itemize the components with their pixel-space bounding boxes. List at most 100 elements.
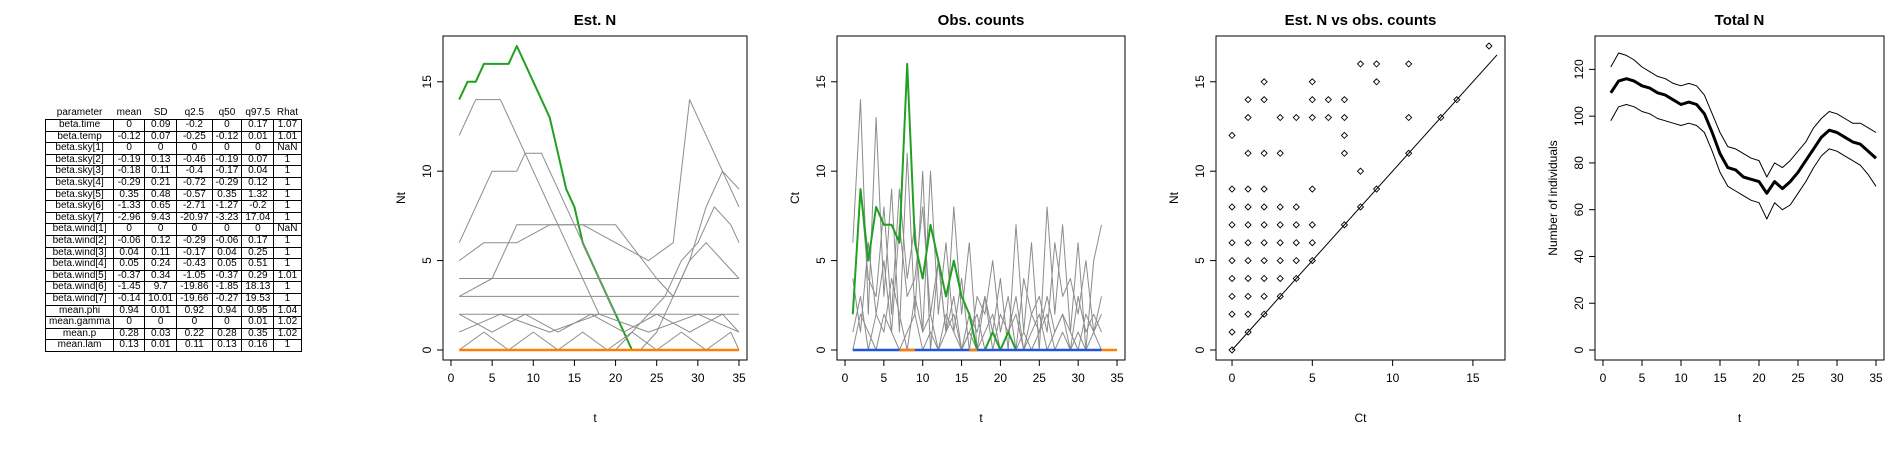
chart-title: Est. N	[574, 12, 617, 29]
table-cell: -0.2	[241, 200, 275, 213]
table-cell: 1	[273, 188, 302, 202]
chart-title: Obs. counts	[938, 12, 1025, 29]
series-line-5	[852, 313, 1102, 351]
scatter-point	[1292, 221, 1300, 229]
x-tick-label: 20	[609, 371, 623, 385]
scatter-point	[1308, 239, 1316, 247]
scatter-point	[1276, 274, 1284, 283]
scatter-point	[1244, 292, 1252, 300]
table-cell: 1.01	[273, 130, 302, 144]
x-tick-label: 35	[1869, 371, 1883, 385]
table-cell: 0.11	[176, 339, 213, 352]
y-axis-label: Ct	[788, 191, 802, 204]
table-cell: -0.4	[176, 165, 213, 178]
table-cell: 1	[273, 176, 302, 190]
y-tick-label: 5	[814, 257, 828, 264]
x-tick-label: 25	[1033, 371, 1047, 385]
scatter-point	[1244, 113, 1252, 122]
parameter-name-cell: beta.temp	[44, 130, 115, 144]
table-row: mean.phi 0.94 0.01 0.92 0.94 0.95 1.04	[44, 304, 302, 318]
scatter-point	[1260, 96, 1268, 104]
table-header-cell: q97.5	[245, 107, 271, 118]
scatter-point	[1244, 221, 1252, 229]
table-row: beta.sky[3] -0.18 0.11 -0.4 -0.17 0.04 1	[44, 165, 302, 178]
scatter-point	[1308, 96, 1316, 104]
x-tick-label: 25	[1791, 371, 1805, 385]
table-cell: -20.97	[176, 211, 213, 225]
y-tick-label: 15	[420, 75, 434, 89]
series-line-6	[851, 62, 1032, 351]
y-tick-label: 120	[1572, 59, 1586, 79]
table-row: beta.sky[1] 0 0 0 0 0 NaN	[44, 142, 302, 155]
scatter-point	[1340, 149, 1349, 157]
plot-frame	[442, 35, 748, 361]
scatter-point	[1356, 60, 1365, 68]
plot-frame	[836, 35, 1126, 361]
scatter-point	[1308, 78, 1316, 86]
scatter-point	[1244, 256, 1252, 265]
table-cell: 1	[273, 165, 302, 178]
scatter-point	[1437, 113, 1445, 122]
scatter-point	[1244, 96, 1252, 104]
table-row: mean.p 0.28 0.03 0.22 0.28 0.35 1.02	[44, 327, 302, 341]
table-cell: 0	[144, 223, 178, 236]
table-row: beta.wind[7] -0.14 10.01 -19.66 -0.27 19.53 1	[44, 292, 302, 306]
scatter-point	[1340, 96, 1349, 104]
y-tick-label: 40	[1572, 249, 1586, 263]
scatter-point	[1276, 239, 1284, 247]
scatter-point	[1260, 274, 1268, 283]
scatter-point	[1260, 149, 1268, 157]
table-cell: 1	[273, 211, 302, 225]
table-header-cell: q50	[218, 107, 236, 118]
table-row: beta.sky[7] -2.96 9.43 -20.97 -3.23 17.04 1	[44, 211, 302, 225]
table-cell: 1	[273, 153, 302, 167]
x-tick-label: 0	[448, 371, 455, 385]
table-cell: 0	[113, 223, 146, 236]
scatter-point	[1260, 185, 1268, 193]
series-line-3	[458, 152, 617, 315]
x-tick-label: 30	[1830, 371, 1844, 385]
table-cell: -3.23	[211, 211, 243, 225]
table-row: beta.wind[5] -0.37 0.34 -1.05 -0.37 0.29 1.01	[44, 269, 302, 283]
parameter-name-cell: beta.sky[6]	[44, 200, 115, 213]
y-tick-label: 0	[420, 346, 434, 353]
scatter-point	[1260, 203, 1268, 211]
plot-frame	[1594, 35, 1885, 361]
x-tick-label: 30	[691, 371, 705, 385]
y-tick-label: 5	[420, 257, 434, 264]
y-axis-label: Nt	[1167, 191, 1181, 204]
scatter-point	[1340, 221, 1349, 229]
table-cell: 0.16	[241, 339, 275, 352]
y-tick-label: 10	[1193, 164, 1207, 178]
table-cell: 0.21	[144, 176, 178, 190]
scatter-point	[1405, 149, 1413, 157]
table-row: beta.sky[2] -0.19 0.13 -0.46 -0.19 0.07 1	[44, 153, 302, 167]
y-axis-label: Nt	[394, 191, 408, 204]
scatter-point	[1324, 113, 1333, 122]
table-cell: 9.43	[144, 211, 178, 225]
plot-frame	[1215, 35, 1506, 361]
parameter-table: parameter mean SD q2.5 q50 q97.5 Rhat beta.tim…	[44, 106, 302, 352]
series-line-2	[1610, 52, 1877, 178]
table-cell: 0	[211, 142, 243, 155]
x-tick-label: 25	[650, 371, 664, 385]
parameter-name-cell: beta.sky[4]	[44, 176, 115, 190]
table-cell: 0	[176, 142, 213, 155]
scatter-point	[1453, 96, 1461, 104]
table-row: beta.wind[4] 0.05 0.24 -0.43 0.05 0.51 1	[44, 258, 302, 271]
scatter-point	[1276, 113, 1284, 122]
y-tick-label: 15	[1193, 75, 1207, 89]
scatter-point	[1260, 256, 1268, 265]
table-cell: 1	[273, 200, 302, 213]
series-line-12	[615, 206, 740, 351]
y-tick-label: 5	[1193, 257, 1207, 264]
scatter-point	[1324, 96, 1333, 104]
table-cell: 0.04	[241, 165, 275, 178]
scatter-point	[1340, 131, 1349, 140]
table-cell: -0.06	[211, 234, 243, 248]
chart-panel-4: Total N t Number of individuals 0 5 10 15 20 25 3…	[1546, 12, 1885, 425]
table-cell: -0.72	[176, 176, 213, 190]
scatter-point	[1372, 60, 1381, 68]
parameter-name-cell: beta.time	[44, 119, 115, 132]
x-tick-label: 5	[489, 371, 496, 385]
